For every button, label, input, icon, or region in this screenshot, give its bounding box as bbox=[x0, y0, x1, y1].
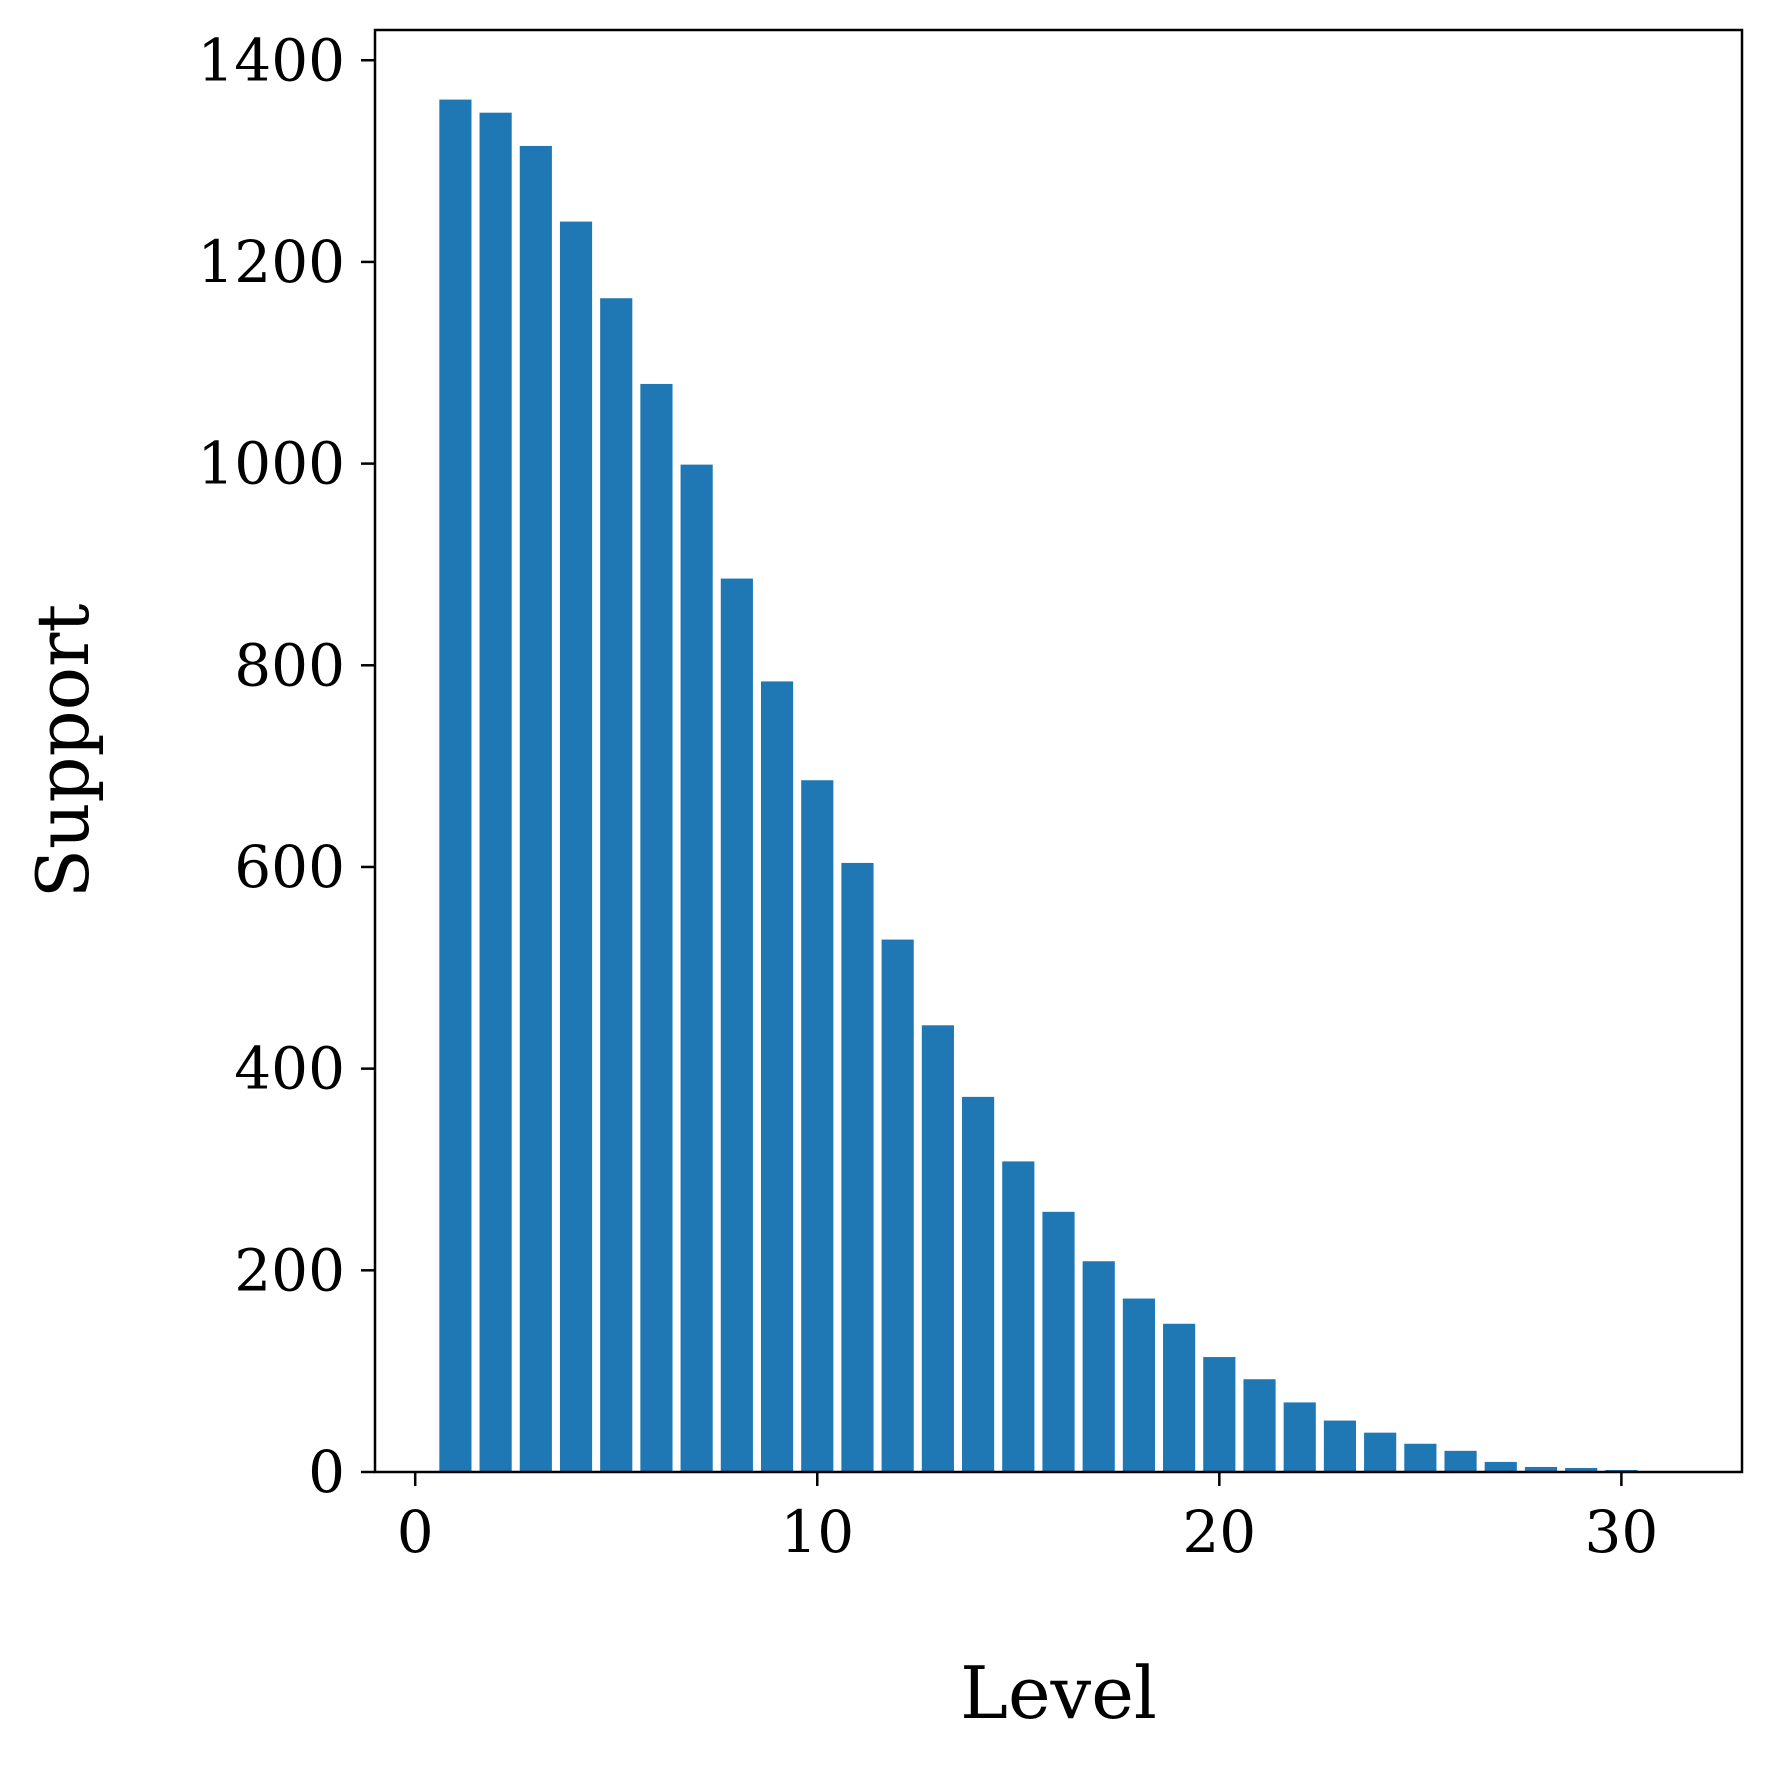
plot-frame bbox=[373, 28, 1744, 1474]
bars-group bbox=[439, 99, 1638, 1473]
y-tick-label: 200 bbox=[234, 1236, 345, 1304]
y-tick-label: 400 bbox=[234, 1035, 345, 1103]
bar-level-21 bbox=[1243, 1379, 1276, 1472]
x-tick-label: 20 bbox=[1182, 1498, 1256, 1566]
bar-level-25 bbox=[1404, 1443, 1437, 1472]
bar-level-15 bbox=[1002, 1161, 1035, 1472]
bar-level-7 bbox=[680, 464, 713, 1472]
bar-level-24 bbox=[1364, 1432, 1397, 1472]
bar-level-26 bbox=[1444, 1450, 1477, 1472]
bar-level-9 bbox=[760, 681, 794, 1472]
bar-level-10 bbox=[801, 780, 834, 1472]
x-axis-label: Level bbox=[960, 1651, 1157, 1735]
bar-level-3 bbox=[519, 145, 552, 1472]
bar-level-29 bbox=[1565, 1467, 1598, 1472]
bar-level-17 bbox=[1082, 1261, 1115, 1472]
bar-level-19 bbox=[1163, 1323, 1196, 1472]
y-tick-label: 1400 bbox=[197, 26, 345, 94]
bar-level-4 bbox=[559, 221, 593, 1473]
bar-level-14 bbox=[962, 1096, 995, 1472]
x-tick-label: 0 bbox=[397, 1498, 434, 1566]
bar-level-2 bbox=[479, 112, 512, 1472]
bar-level-6 bbox=[640, 383, 673, 1473]
bar-level-27 bbox=[1484, 1461, 1517, 1472]
y-tick-label: 800 bbox=[234, 631, 345, 699]
bar-level-18 bbox=[1122, 1298, 1155, 1472]
bar-level-22 bbox=[1283, 1402, 1316, 1472]
y-tick-label: 0 bbox=[308, 1438, 345, 1506]
bar-level-12 bbox=[881, 939, 914, 1472]
bar-level-20 bbox=[1203, 1357, 1236, 1472]
bar-level-13 bbox=[921, 1025, 954, 1472]
y-tick-label: 1000 bbox=[197, 430, 345, 498]
bar-level-28 bbox=[1524, 1466, 1558, 1472]
bar-level-23 bbox=[1323, 1420, 1357, 1472]
bar-level-5 bbox=[600, 298, 633, 1472]
x-tick-label: 10 bbox=[780, 1498, 854, 1566]
bar-level-16 bbox=[1042, 1211, 1075, 1472]
bar-level-8 bbox=[720, 578, 753, 1472]
y-axis-ticks: 0 200 400 600 800 1000 1200 1400 bbox=[197, 26, 375, 1506]
x-axis-ticks: 0 10 20 30 bbox=[397, 1472, 1658, 1566]
y-axis-label: Support bbox=[21, 604, 105, 899]
y-tick-label: 1200 bbox=[197, 228, 345, 296]
x-tick-label: 30 bbox=[1584, 1498, 1658, 1566]
y-tick-label: 600 bbox=[234, 833, 345, 901]
bar-level-11 bbox=[841, 862, 874, 1472]
bar-level-1 bbox=[439, 99, 472, 1473]
